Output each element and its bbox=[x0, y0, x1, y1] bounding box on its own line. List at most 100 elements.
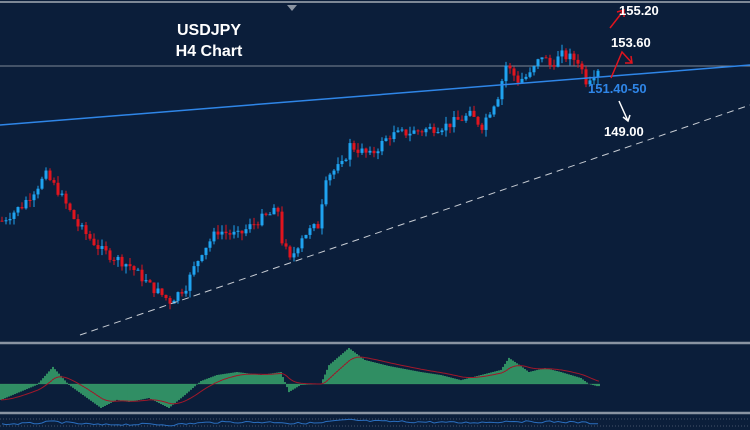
candle-body bbox=[428, 127, 432, 129]
candle-body bbox=[300, 238, 304, 249]
candle-body bbox=[388, 138, 392, 140]
candle-body bbox=[336, 164, 340, 171]
candle-body bbox=[252, 224, 256, 226]
chart-subtitle: H4 Chart bbox=[176, 43, 243, 60]
candle-body bbox=[592, 77, 596, 81]
candle-body bbox=[460, 119, 464, 121]
candle-body bbox=[112, 259, 116, 261]
candle-body bbox=[68, 203, 72, 211]
candle-body bbox=[140, 269, 144, 282]
candle-body bbox=[64, 193, 68, 204]
candle-body bbox=[484, 117, 488, 130]
candle-body bbox=[260, 213, 264, 226]
candle-body bbox=[448, 123, 452, 128]
candle-body bbox=[84, 225, 88, 235]
candle-body bbox=[100, 246, 104, 249]
candle-body bbox=[596, 70, 600, 78]
candle-body bbox=[168, 298, 172, 304]
candle-body bbox=[340, 160, 344, 165]
candle-body bbox=[244, 229, 248, 234]
candle-body bbox=[256, 224, 260, 226]
candle-body bbox=[188, 274, 192, 291]
candles-group bbox=[0, 44, 600, 310]
candle-body bbox=[500, 81, 504, 100]
candle-body bbox=[208, 241, 212, 248]
candle-body bbox=[236, 230, 240, 232]
candle-body bbox=[4, 220, 8, 222]
label-153-60: 153.60 bbox=[611, 35, 651, 50]
candle-body bbox=[412, 130, 416, 134]
candle-body bbox=[184, 290, 188, 294]
candle-body bbox=[216, 231, 220, 235]
candle-body bbox=[212, 231, 216, 242]
rising-dashed-trendline[interactable] bbox=[79, 104, 750, 336]
candle-body bbox=[124, 264, 128, 267]
candle-body bbox=[80, 225, 84, 227]
candle-body bbox=[556, 56, 560, 67]
candle-body bbox=[464, 115, 468, 121]
candle-body bbox=[40, 178, 44, 189]
candle-body bbox=[104, 246, 108, 251]
candle-body bbox=[404, 129, 408, 136]
candle-body bbox=[316, 224, 320, 229]
candle-body bbox=[164, 294, 168, 299]
candle-body bbox=[200, 255, 204, 262]
candle-body bbox=[128, 264, 132, 267]
support-trendline[interactable] bbox=[0, 64, 750, 126]
candle-body bbox=[332, 170, 336, 175]
white-arrow-down-icon bbox=[618, 100, 631, 123]
candle-body bbox=[380, 140, 384, 152]
candle-body bbox=[292, 253, 296, 258]
candle-body bbox=[152, 282, 156, 294]
candle-body bbox=[36, 188, 40, 195]
label-155-20: 155.20 bbox=[619, 3, 659, 18]
candle-body bbox=[476, 116, 480, 125]
candle-body bbox=[532, 66, 536, 73]
candle-body bbox=[368, 150, 372, 153]
candle-body bbox=[472, 110, 476, 117]
candle-body bbox=[288, 246, 292, 258]
candle-body bbox=[52, 180, 56, 183]
candle-body bbox=[304, 234, 308, 239]
candle-body bbox=[56, 182, 60, 195]
candle-body bbox=[436, 132, 440, 134]
candle-body bbox=[444, 123, 448, 131]
candle-body bbox=[396, 130, 400, 133]
candle-body bbox=[424, 128, 428, 133]
candle-body bbox=[560, 50, 564, 57]
candle-body bbox=[348, 143, 352, 160]
candle-body bbox=[176, 292, 180, 301]
candle-body bbox=[468, 110, 472, 116]
macd-signal-line bbox=[0, 356, 600, 405]
oscillator-line bbox=[1, 418, 599, 427]
candle-body bbox=[312, 224, 316, 229]
label-149-00: 149.00 bbox=[604, 124, 644, 139]
candle-body bbox=[28, 199, 32, 201]
candle-body bbox=[136, 269, 140, 271]
candle-body bbox=[72, 210, 76, 220]
candle-body bbox=[60, 193, 64, 195]
candle-body bbox=[32, 194, 36, 201]
candle-body bbox=[456, 117, 460, 120]
candle-body bbox=[224, 231, 228, 234]
scroll-marker-icon[interactable] bbox=[287, 5, 297, 11]
candle-body bbox=[204, 247, 208, 256]
candle-body bbox=[528, 72, 532, 77]
macd-pane bbox=[0, 348, 600, 408]
candle-body bbox=[320, 204, 324, 229]
candle-body bbox=[516, 75, 520, 83]
candle-body bbox=[352, 143, 356, 150]
candle-body bbox=[0, 220, 4, 222]
candle-body bbox=[156, 288, 160, 294]
candle-body bbox=[400, 129, 404, 131]
candle-body bbox=[524, 76, 528, 79]
candle-body bbox=[284, 243, 288, 247]
candle-body bbox=[392, 132, 396, 140]
candle-body bbox=[504, 65, 508, 82]
candle-body bbox=[240, 230, 244, 234]
candle-body bbox=[268, 214, 272, 216]
candle-body bbox=[276, 207, 280, 212]
candle-body bbox=[536, 59, 540, 67]
candle-body bbox=[308, 228, 312, 235]
